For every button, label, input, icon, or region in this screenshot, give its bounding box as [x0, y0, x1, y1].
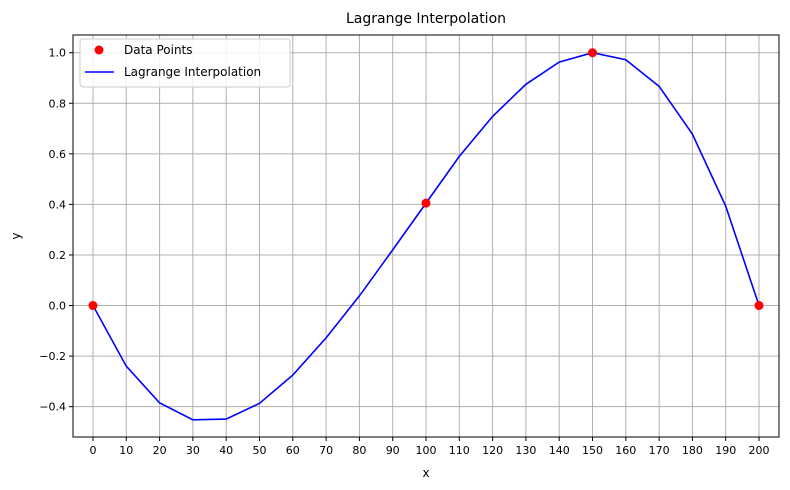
legend-marker-data-points — [94, 45, 104, 55]
legend-box — [79, 38, 291, 88]
x-tick-label: 150 — [582, 444, 603, 457]
x-tick-label: 140 — [549, 444, 570, 457]
grid — [73, 35, 779, 437]
y-tick-label: −0.4 — [39, 401, 66, 414]
x-tick-label: 180 — [682, 444, 703, 457]
chart-title: Lagrange Interpolation — [346, 11, 506, 27]
x-tick-label: 40 — [219, 444, 233, 457]
x-tick-label: 130 — [515, 444, 536, 457]
legend-label-data-points: Data Points — [124, 43, 193, 57]
ticks: 0 10 20 30 40 50 60 70 80 90 100 110 120 130 140 150 160… — [39, 47, 769, 457]
data-point — [754, 301, 764, 311]
x-tick-label: 120 — [482, 444, 503, 457]
y-tick-label: −0.2 — [39, 350, 66, 363]
x-tick-label: 10 — [119, 444, 133, 457]
data-point — [421, 198, 431, 208]
x-tick-label: 60 — [286, 444, 300, 457]
y-tick-label: 0.8 — [49, 97, 67, 110]
y-tick-label: 1.0 — [49, 47, 67, 60]
data-point — [88, 301, 98, 311]
x-tick-label: 90 — [386, 444, 400, 457]
x-tick-label: 0 — [89, 444, 96, 457]
x-tick-label: 110 — [449, 444, 470, 457]
x-tick-label: 200 — [749, 444, 770, 457]
legend-label-lagrange-interpolation: Lagrange Interpolation — [124, 65, 261, 79]
series-layer — [88, 48, 764, 421]
x-tick-label: 50 — [252, 444, 266, 457]
legend: Data Points Lagrange Interpolation — [79, 38, 291, 88]
y-tick-label: 0.2 — [49, 249, 67, 262]
x-tick-label: 80 — [352, 444, 366, 457]
x-tick-label: 20 — [153, 444, 167, 457]
y-tick-label: 0.6 — [49, 148, 67, 161]
y-tick-label: 0.4 — [49, 198, 67, 211]
y-tick-label: 0.0 — [49, 300, 67, 313]
x-tick-label: 70 — [319, 444, 333, 457]
data-point — [588, 48, 598, 58]
x-tick-label: 190 — [715, 444, 736, 457]
x-tick-label: 30 — [186, 444, 200, 457]
x-tick-label: 100 — [416, 444, 437, 457]
y-axis-label: y — [9, 232, 23, 239]
x-tick-label: 160 — [615, 444, 636, 457]
x-tick-label: 170 — [649, 444, 670, 457]
x-axis-label: x — [422, 466, 429, 480]
